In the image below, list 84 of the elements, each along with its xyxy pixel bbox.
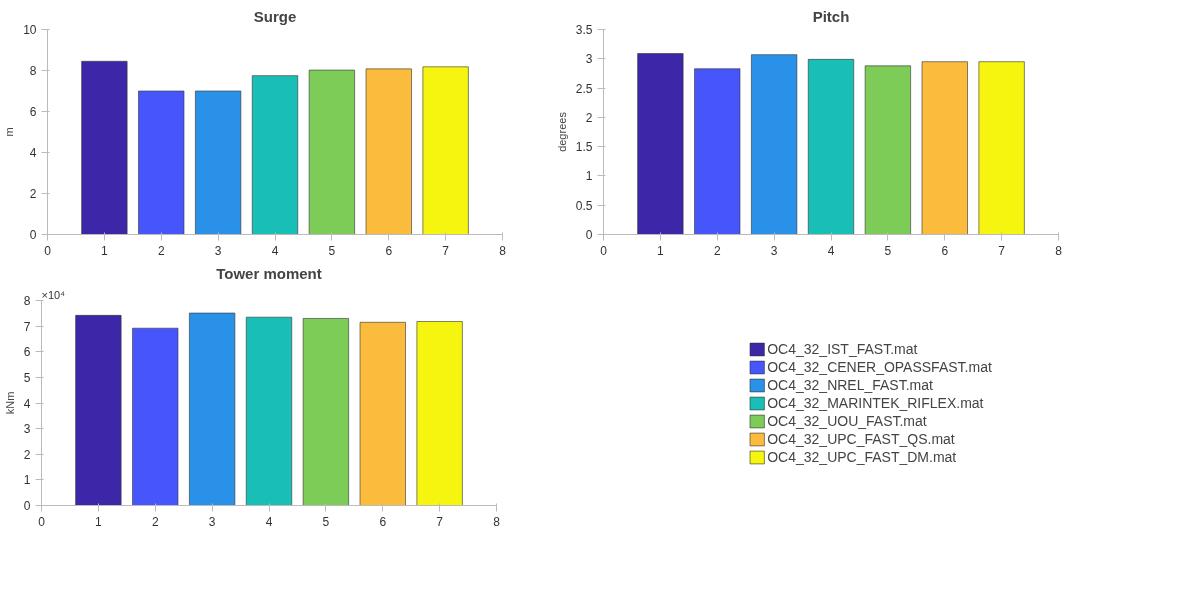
bar (195, 90, 242, 235)
bar (416, 321, 463, 506)
text: ×10⁴ (41, 288, 66, 301)
bar (245, 316, 293, 506)
x-tick-label: 2 (713, 243, 721, 258)
y-tick-label: 2 (23, 447, 31, 462)
x-tick-label: 1 (657, 243, 665, 258)
x-tick-label: 5 (884, 243, 892, 258)
bar (864, 65, 911, 235)
y-tick-label: 10 (23, 23, 37, 37)
y-tick-label: 1 (585, 169, 593, 184)
bar (75, 315, 122, 506)
x-tick-label: 6 (941, 243, 949, 258)
x-tick-label: 5 (328, 243, 336, 258)
x-tick-label: 3 (214, 243, 222, 258)
x-tick-label: 7 (436, 514, 444, 529)
legend-label: OC4_32_MARINTEK_RIFLEX.mat (767, 394, 984, 411)
chart-title: Tower moment (216, 264, 322, 282)
x-tick-label: 1 (95, 514, 103, 529)
y-tick-label: 0 (23, 499, 31, 513)
bar (978, 61, 1025, 235)
y-tick-label: 2 (29, 187, 37, 201)
bar (365, 68, 412, 235)
bar (132, 327, 179, 506)
legend-label: OC4_32_UPC_FAST_DM.mat (767, 448, 957, 465)
y-tick-label: 2 (585, 110, 593, 125)
bar (637, 53, 684, 235)
bar (807, 59, 855, 235)
x-tick-label: 5 (322, 514, 330, 529)
x-tick-label: 0 (44, 243, 52, 258)
y-axis-title: degrees (555, 111, 568, 152)
x-tick-label: 3 (770, 243, 778, 258)
x-tick-label: 3 (208, 514, 216, 529)
bar (422, 66, 469, 235)
legend-label: OC4_32_IST_FAST.mat (767, 340, 918, 357)
x-tick-label: 8 (493, 514, 501, 529)
y-tick-label: 4 (23, 396, 31, 411)
y-tick-label: 3 (23, 422, 31, 437)
legend-label: OC4_32_CENER_OPASSFAST.mat (767, 358, 992, 375)
legend-label: OC4_32_UPC_FAST_QS.mat (767, 430, 955, 447)
x-tick-label: 6 (379, 514, 387, 529)
x-tick-label: 2 (157, 243, 165, 258)
bar (921, 61, 968, 235)
y-tick-label: 3.5 (575, 23, 593, 37)
x-tick-label: 4 (265, 514, 273, 529)
y-tick-label: 6 (29, 105, 37, 119)
chart-title: Pitch (812, 7, 850, 25)
chart-title: Surge (253, 7, 297, 25)
y-tick-label: 1 (23, 473, 31, 488)
y-tick-label: 1.5 (575, 140, 593, 155)
y-axis-title: kNm (3, 391, 16, 415)
bar (251, 75, 299, 235)
x-tick-label: 8 (499, 243, 507, 258)
y-axis-title: m (3, 127, 16, 137)
x-tick-label: 6 (385, 243, 393, 258)
y-tick-label: 0 (29, 228, 37, 242)
y-tick-label: 2.5 (575, 81, 593, 96)
bar (308, 69, 355, 235)
y-tick-label: 6 (23, 345, 31, 360)
y-tick-label: 8 (29, 64, 37, 78)
y-tick-label: 8 (23, 294, 31, 308)
bar (189, 312, 236, 506)
y-tick-label: 4 (29, 146, 37, 160)
y-tick-label: 5 (23, 370, 31, 385)
x-tick-label: 8 (1055, 243, 1063, 258)
legend-label: OC4_32_UOU_FAST.mat (767, 412, 927, 429)
legend-label: OC4_32_NREL_FAST.mat (767, 376, 933, 393)
x-tick-label: 7 (998, 243, 1006, 258)
x-tick-label: 7 (442, 243, 450, 258)
bar (751, 54, 798, 235)
bar (302, 318, 349, 506)
bar (694, 68, 741, 235)
x-tick-label: 4 (271, 243, 279, 258)
y-tick-label: 7 (23, 319, 31, 334)
bar (359, 321, 406, 506)
x-tick-label: 1 (101, 243, 109, 258)
y-tick-label: 0 (585, 228, 593, 242)
x-tick-label: 4 (827, 243, 835, 258)
bar (81, 60, 128, 235)
bar (138, 90, 185, 235)
y-tick-label: 3 (585, 52, 593, 67)
x-tick-label: 2 (151, 514, 159, 529)
x-tick-label: 0 (600, 243, 608, 258)
y-tick-label: 0.5 (575, 198, 593, 213)
